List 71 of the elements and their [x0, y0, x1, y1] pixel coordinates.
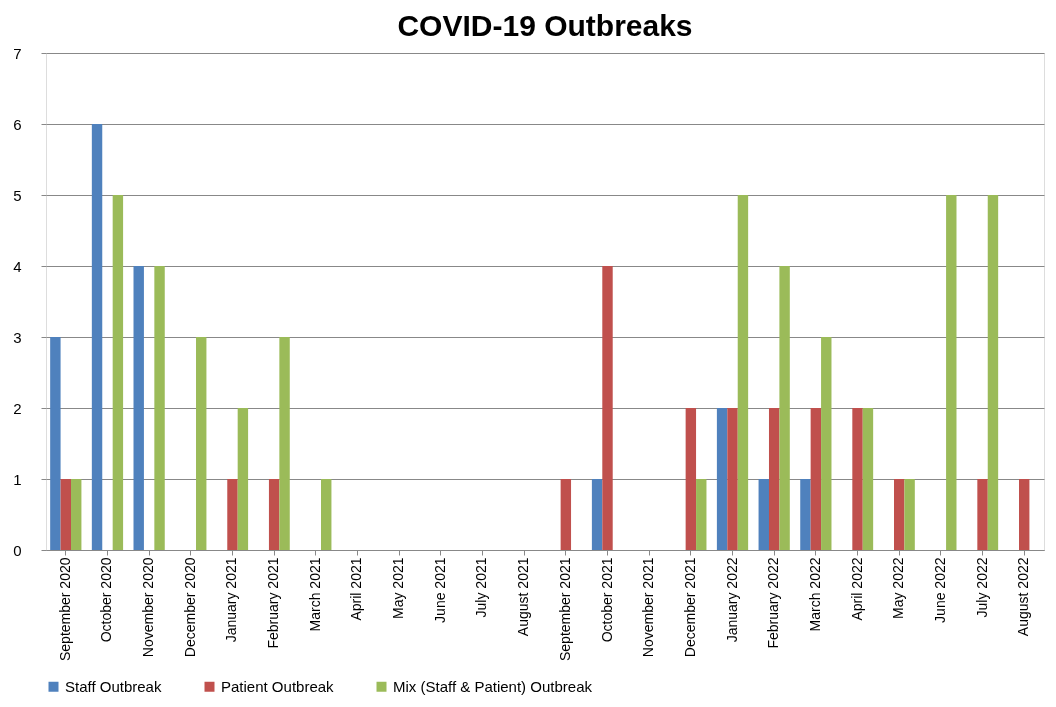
bar — [862, 408, 874, 550]
y-tick-label: 5 — [13, 186, 22, 204]
x-tick-label: December 2021 — [681, 557, 698, 658]
bar — [133, 266, 144, 550]
x-tick-label: March 2021 — [306, 557, 323, 632]
legend-label: Staff Outbreak — [65, 677, 162, 695]
bar — [91, 124, 103, 550]
y-tick-label: 7 — [13, 44, 22, 62]
bar — [727, 408, 738, 550]
x-tick-label: January 2022 — [723, 557, 740, 643]
x-tick-label: May 2022 — [890, 557, 907, 619]
bar — [268, 479, 280, 550]
bar — [1019, 479, 1030, 550]
y-tick-label: 3 — [13, 328, 22, 346]
x-tick-label: November 2021 — [640, 557, 657, 658]
y-tick-label: 6 — [13, 115, 22, 133]
x-tick-label: November 2020 — [140, 557, 157, 658]
bar — [321, 479, 332, 550]
x-tick-label: February 2022 — [765, 557, 782, 649]
bar — [946, 195, 957, 550]
bar — [758, 479, 769, 550]
bar — [893, 479, 905, 550]
y-tick-label: 4 — [13, 257, 22, 275]
bar — [591, 479, 603, 550]
x-tick-label: September 2020 — [56, 557, 73, 662]
bar — [279, 337, 290, 550]
x-tick-label: May 2021 — [390, 557, 407, 619]
x-tick-label: March 2022 — [806, 557, 823, 632]
bar — [71, 479, 82, 550]
bar — [237, 408, 249, 550]
bar — [800, 479, 811, 550]
bar — [779, 266, 790, 550]
bar — [821, 337, 832, 550]
x-tick-label: July 2021 — [473, 557, 490, 618]
x-tick-label: April 2021 — [348, 557, 365, 621]
bar — [696, 479, 707, 550]
legend-label: Patient Outbreak — [221, 677, 335, 695]
bar — [904, 479, 915, 550]
bar — [196, 337, 207, 550]
bar — [737, 195, 749, 550]
legend-label: Mix (Staff & Patient) Outbreak — [393, 677, 593, 695]
x-tick-label: June 2022 — [931, 557, 948, 623]
bar — [602, 266, 613, 550]
bar — [768, 408, 780, 550]
chart-title: COVID-19 Outbreaks — [397, 9, 693, 42]
x-tick-label: October 2021 — [598, 557, 615, 643]
bar — [154, 266, 165, 550]
bar — [227, 479, 238, 550]
bar — [60, 479, 71, 550]
y-tick-label: 1 — [13, 470, 22, 488]
bar — [560, 479, 572, 550]
bar — [112, 195, 124, 550]
x-tick-label: December 2020 — [181, 557, 198, 658]
bar — [716, 408, 728, 550]
x-tick-label: April 2022 — [848, 557, 865, 621]
x-tick-label: July 2022 — [973, 557, 990, 618]
bar — [685, 408, 697, 550]
x-tick-label: August 2022 — [1015, 557, 1032, 637]
y-tick-label: 2 — [13, 399, 22, 417]
x-tick-label: August 2021 — [515, 557, 532, 637]
y-tick-label: 0 — [13, 541, 22, 559]
bar — [987, 195, 999, 550]
x-tick-label: January 2021 — [223, 557, 240, 643]
x-tick-label: February 2021 — [265, 557, 282, 649]
x-tick-label: October 2020 — [98, 557, 115, 643]
bar — [852, 408, 863, 550]
x-tick-label: June 2021 — [431, 557, 448, 623]
bar — [50, 337, 61, 550]
bar — [810, 408, 822, 550]
bar — [977, 479, 988, 550]
x-tick-label: September 2021 — [556, 557, 573, 662]
